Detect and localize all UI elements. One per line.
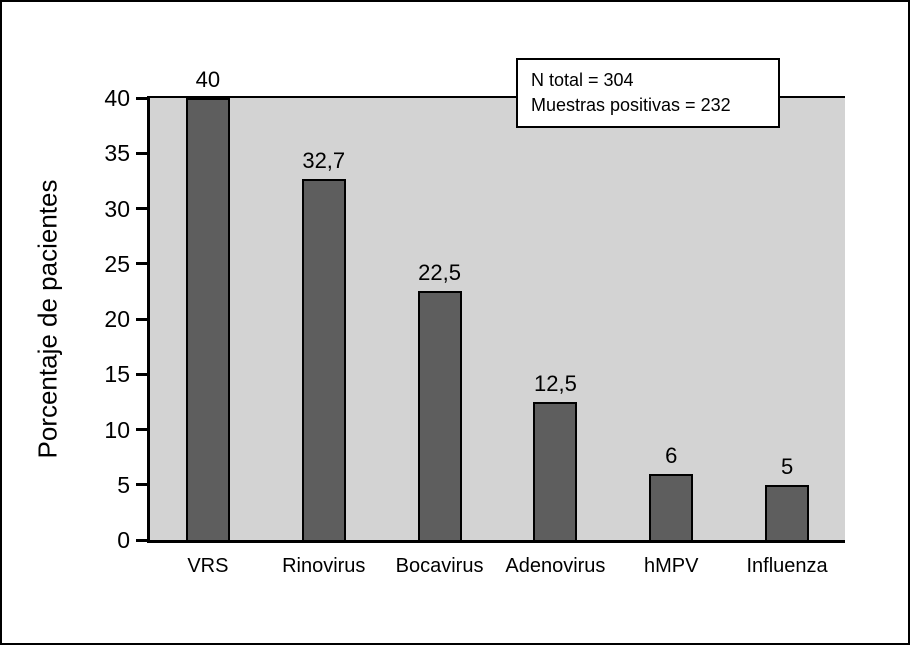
y-tick-mark-25 (136, 262, 147, 266)
x-tick-label-vrs: VRS (187, 555, 229, 577)
x-tick-label-hmpv: hMPV (644, 555, 699, 577)
bar-influenza (765, 484, 810, 540)
annotation-line-muestras-positivas: Muestras positivas = 232 (531, 95, 731, 115)
x-axis-line (147, 540, 845, 543)
y-tick-mark-30 (136, 207, 147, 210)
y-tick-label-5: 5 (117, 471, 130, 498)
bar-hmpv (649, 473, 694, 540)
y-tick-label-10: 10 (104, 416, 130, 443)
y-tick-mark-15 (136, 372, 147, 376)
y-tick-label-15: 15 (104, 361, 130, 388)
bar-adenovirus (533, 401, 578, 540)
x-tick-label-rinovirus: Rinovirus (282, 555, 366, 577)
y-axis-title: Porcentaje de pacientes (32, 179, 63, 459)
bar-value-label-rinovirus: 32,7 (302, 147, 346, 173)
plot-top-border (150, 96, 845, 98)
annotation-line-n-total: N total = 304 (531, 70, 634, 90)
annotation-box: N total = 304 Muestras positivas = 232 (516, 58, 780, 128)
x-tick-label-influenza: Influenza (746, 555, 828, 577)
bar-bocavirus (417, 291, 462, 540)
y-tick-mark-5 (136, 483, 147, 487)
y-tick-label-25: 25 (104, 250, 130, 277)
bar-value-label-influenza: 5 (780, 453, 794, 479)
bar-rinovirus (301, 178, 346, 540)
y-tick-mark-40 (136, 96, 147, 100)
y-tick-label-0: 0 (117, 527, 130, 553)
x-tick-label-bocavirus: Bocavirus (395, 555, 484, 577)
y-tick-label-30: 30 (104, 195, 130, 222)
bar-value-label-adenovirus: 12,5 (533, 370, 577, 396)
bar-vrs (185, 98, 230, 540)
bar-value-label-bocavirus: 22,5 (418, 260, 461, 286)
x-tick-label-adenovirus: Adenovirus (505, 555, 606, 577)
y-tick-label-40: 40 (104, 85, 130, 111)
plot-area (150, 98, 845, 540)
y-tick-mark-0 (136, 538, 147, 542)
bar-value-label-vrs: 40 (195, 67, 221, 92)
y-tick-label-20: 20 (104, 306, 130, 332)
y-tick-mark-35 (136, 151, 147, 155)
y-tick-mark-20 (136, 317, 147, 321)
y-tick-mark-10 (136, 428, 147, 431)
y-tick-label-35: 35 (104, 140, 130, 167)
y-axis-line (147, 96, 150, 543)
bar-value-label-hmpv: 6 (665, 442, 678, 468)
